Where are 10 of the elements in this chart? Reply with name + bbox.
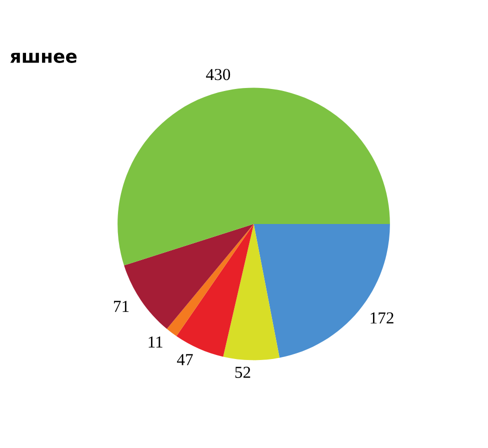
data-label: 430 — [206, 68, 230, 80]
data-label: 172 — [370, 312, 394, 324]
text: яшнее — [10, 52, 77, 63]
data-label: 11 — [148, 336, 162, 348]
data-label: 71 — [114, 300, 129, 312]
data-label: 52 — [235, 366, 250, 378]
pie-slice — [223, 224, 280, 360]
data-label: 47 — [176, 354, 193, 366]
pie-slice — [166, 224, 254, 336]
pie-slice — [118, 88, 390, 266]
